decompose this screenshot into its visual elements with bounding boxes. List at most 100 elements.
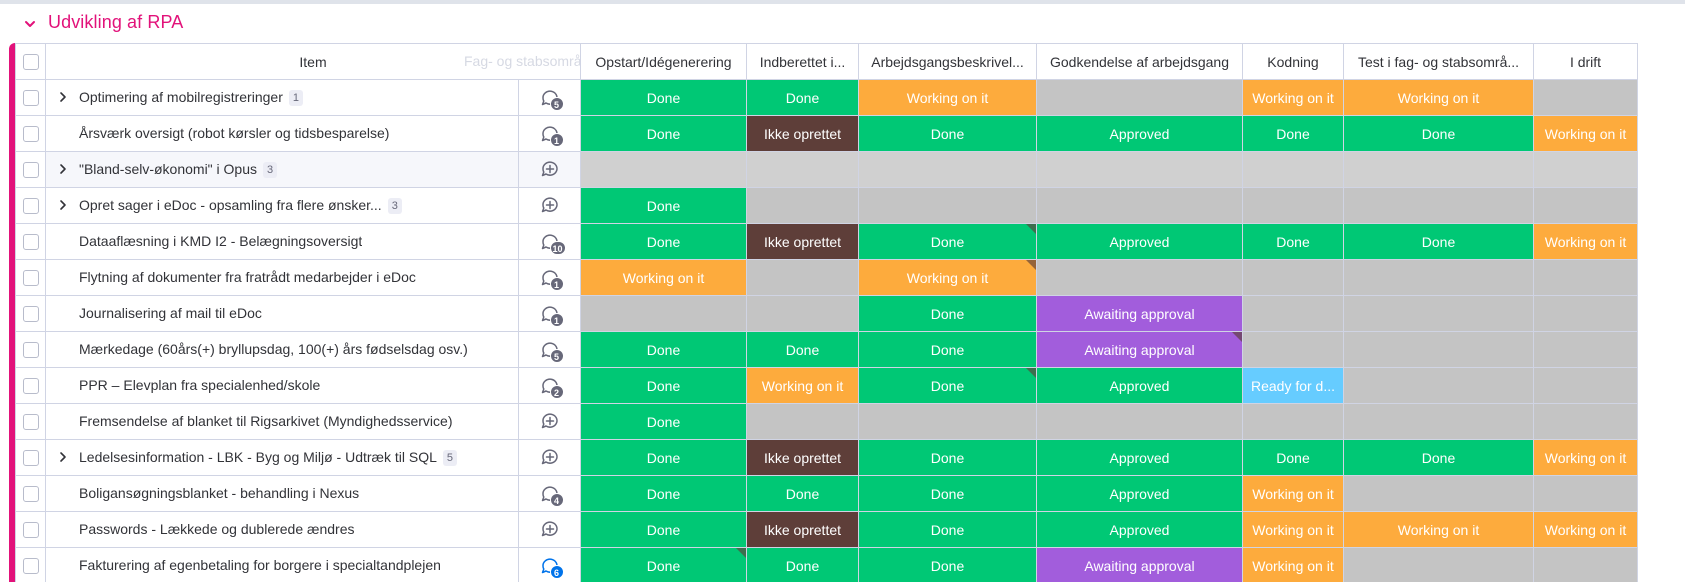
status-cell-1[interactable] [580,151,747,188]
row-checkbox[interactable] [22,269,39,286]
item-cell[interactable]: "Bland-selv-økonomi" i Opus 3 [45,151,519,188]
item-name[interactable]: Boligansøgningsblanket - behandling i Ne… [79,485,359,501]
status-cell-3[interactable]: Done [858,547,1037,582]
status-cell-5[interactable] [1242,331,1344,368]
chevron-right-icon[interactable] [56,198,70,212]
item-cell[interactable]: Fakturering af egenbetaling for borgere … [45,547,519,582]
table-row[interactable]: PPR – Elevplan fra specialenhed/skole 2 Do… [15,367,1638,404]
status-cell-7[interactable] [1533,331,1638,368]
status-cell-3[interactable]: Done [858,367,1037,404]
group-title[interactable]: Udvikling af RPA [48,12,184,32]
chevron-right-icon[interactable] [56,450,70,464]
updates-cell[interactable]: 6 [518,547,581,582]
item-name[interactable]: Passwords - Lækkede og dublerede ændres [79,521,355,537]
row-checkbox[interactable] [22,377,39,394]
updates-cell[interactable]: 1 [518,295,581,332]
status-cell-5[interactable] [1242,403,1344,440]
row-checkbox[interactable] [22,413,39,430]
add-update-icon[interactable] [539,410,561,432]
status-cell-3[interactable]: Working on it [858,79,1037,116]
status-cell-6[interactable] [1343,367,1534,404]
status-cell-6[interactable] [1343,259,1534,296]
status-cell-1[interactable]: Done [580,439,747,476]
status-cell-4[interactable]: Awaiting approval [1036,547,1243,582]
table-row[interactable]: Journalisering af mail til eDoc 1 Done Awai… [15,295,1638,332]
status-cell-1[interactable]: Done [580,331,747,368]
status-cell-6[interactable] [1343,295,1534,332]
status-cell-2[interactable] [746,187,859,224]
chevron-right-icon[interactable] [56,90,70,104]
chat-bubble-icon[interactable]: 2 [539,374,564,399]
status-cell-2[interactable] [746,151,859,188]
status-cell-4[interactable]: Approved [1036,367,1243,404]
status-cell-3[interactable]: Done [858,475,1037,512]
status-cell-7[interactable]: Working on it [1533,439,1638,476]
item-cell[interactable]: Mærkedage (60års(+) bryllupsdag, 100(+) … [45,331,519,368]
add-update-icon[interactable] [539,158,561,180]
chevron-right-icon[interactable] [56,162,70,176]
row-checkbox[interactable] [22,521,39,538]
status-cell-4[interactable]: Awaiting approval [1036,331,1243,368]
add-update-icon[interactable] [539,194,561,216]
status-cell-5[interactable] [1242,151,1344,188]
table-row[interactable]: Dataaflæsning i KMD I2 - Belægningsovers… [15,223,1638,260]
status-cell-6[interactable]: Done [1343,439,1534,476]
updates-cell[interactable] [518,403,581,440]
status-cell-7[interactable]: Working on it [1533,223,1638,260]
chat-bubble-icon[interactable]: 1 [539,266,564,291]
item-cell[interactable]: Fremsendelse af blanket til Rigsarkivet … [45,403,519,440]
status-cell-3[interactable] [858,151,1037,188]
status-cell-1[interactable]: Done [580,79,747,116]
updates-cell[interactable] [518,187,581,224]
table-row[interactable]: Passwords - Lækkede og dublerede ændres D… [15,511,1638,548]
chat-bubble-icon[interactable]: 1 [539,302,564,327]
status-cell-3[interactable] [858,187,1037,224]
add-update-icon[interactable] [539,518,561,540]
status-cell-1[interactable]: Done [580,115,747,152]
item-cell[interactable]: Passwords - Lækkede og dublerede ændres [45,511,519,548]
status-cell-7[interactable] [1533,475,1638,512]
item-name[interactable]: Mærkedage (60års(+) bryllupsdag, 100(+) … [79,341,468,357]
chevron-down-icon[interactable] [22,16,38,32]
row-checkbox[interactable] [22,557,39,574]
item-cell[interactable]: Opret sager i eDoc - opsamling fra flere… [45,187,519,224]
status-cell-5[interactable]: Done [1242,115,1344,152]
status-cell-5[interactable]: Working on it [1242,547,1344,582]
table-row[interactable]: Mærkedage (60års(+) bryllupsdag, 100(+) … [15,331,1638,368]
status-cell-3[interactable]: Done [858,331,1037,368]
chat-bubble-icon[interactable]: 4 [539,482,564,507]
status-cell-6[interactable]: Done [1343,115,1534,152]
item-name[interactable]: Fremsendelse af blanket til Rigsarkivet … [79,413,452,429]
add-update-icon[interactable] [539,446,561,468]
item-cell[interactable]: PPR – Elevplan fra specialenhed/skole [45,367,519,404]
status-cell-7[interactable] [1533,187,1638,224]
item-cell[interactable]: Boligansøgningsblanket - behandling i Ne… [45,475,519,512]
status-cell-3[interactable]: Done [858,223,1037,260]
status-cell-4[interactable] [1036,79,1243,116]
chat-bubble-icon[interactable]: 1 [539,122,564,147]
status-cell-3[interactable]: Done [858,295,1037,332]
status-cell-4[interactable]: Approved [1036,439,1243,476]
status-cell-4[interactable]: Approved [1036,511,1243,548]
table-row[interactable]: Flytning af dokumenter fra fratrådt meda… [15,259,1638,296]
table-row[interactable]: Fremsendelse af blanket til Rigsarkivet … [15,403,1638,440]
status-cell-1[interactable]: Done [580,511,747,548]
status-cell-7[interactable] [1533,295,1638,332]
chat-bubble-icon[interactable]: 10 [539,230,566,255]
table-row[interactable]: Optimering af mobilregistreringer 1 5 Done D… [15,79,1638,116]
status-cell-5[interactable] [1242,295,1344,332]
status-cell-7[interactable] [1533,151,1638,188]
row-checkbox[interactable] [22,485,39,502]
status-cell-4[interactable] [1036,187,1243,224]
column-header-status-5[interactable]: Kodning [1242,43,1344,80]
updates-cell[interactable] [518,511,581,548]
chat-bubble-icon[interactable]: 5 [539,86,564,111]
status-cell-6[interactable]: Working on it [1343,511,1534,548]
status-cell-2[interactable]: Done [746,475,859,512]
item-name[interactable]: PPR – Elevplan fra specialenhed/skole [79,377,320,393]
status-cell-1[interactable]: Done [580,223,747,260]
item-name[interactable]: Dataaflæsning i KMD I2 - Belægningsovers… [79,233,362,249]
row-checkbox[interactable] [22,89,39,106]
status-cell-2[interactable]: Done [746,547,859,582]
updates-cell[interactable]: 4 [518,475,581,512]
